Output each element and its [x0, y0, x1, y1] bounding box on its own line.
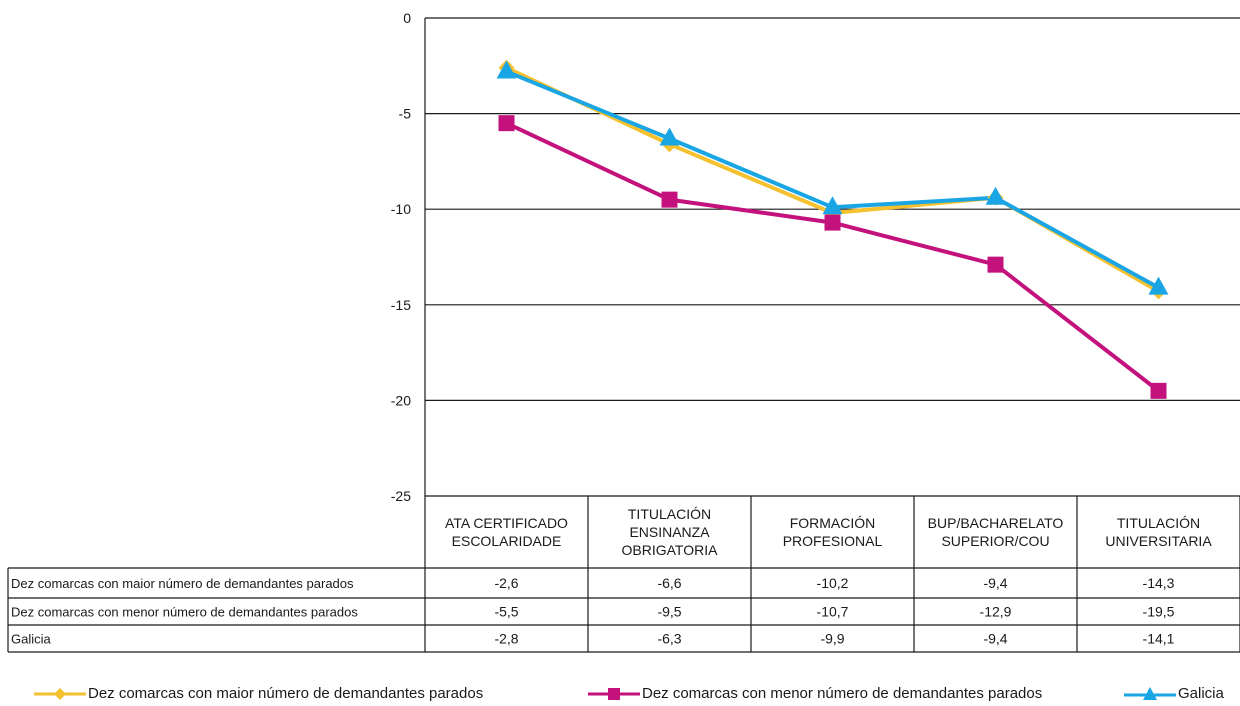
- legend-item-galicia: Galicia: [1124, 685, 1224, 702]
- x-category-label: UNIVERSITARIA: [1105, 533, 1212, 549]
- diamond-marker-icon: [34, 687, 86, 700]
- series-line: [505, 69, 1160, 290]
- y-tick-label: -25: [391, 488, 411, 504]
- x-category-label: ATA CERTIFICADO: [445, 515, 568, 531]
- data-table: ATA CERTIFICADO ESCOLARIDADE TITULACIÓN ENS…: [7, 496, 1240, 653]
- legend: Dez comarcas con maior número de demanda…: [0, 683, 1240, 706]
- table-cell: -14,3: [1143, 575, 1175, 591]
- line-chart: 0 -5 -10 -15 -20 -25 ATA CERTIFICADO ESCOLARID…: [7, 10, 1240, 653]
- x-category-label: TITULACIÓN: [628, 506, 711, 522]
- table-cell: -9,4: [983, 575, 1007, 591]
- data-point: [985, 186, 1006, 205]
- table-cell: -9,5: [657, 604, 681, 620]
- x-category-label: ESCOLARIDADE: [452, 533, 562, 549]
- table-cell: -5,5: [494, 604, 518, 620]
- data-point: [1150, 382, 1167, 399]
- table-row-label: Dez comarcas con maior número de demanda…: [11, 576, 354, 591]
- series-line: [505, 121, 1160, 393]
- data-point: [1148, 276, 1169, 295]
- square-marker-icon: [588, 687, 640, 700]
- x-category-label: SUPERIOR/COU: [941, 533, 1049, 549]
- legend-label: Dez comarcas con menor número de demanda…: [642, 685, 1043, 702]
- legend-label: Galicia: [1178, 685, 1224, 702]
- table-cell: -2,8: [494, 631, 518, 647]
- triangle-marker-icon: [1124, 686, 1176, 700]
- table-cell: -14,1: [1143, 631, 1175, 647]
- table-cell: -19,5: [1143, 604, 1175, 620]
- data-point: [822, 196, 843, 215]
- legend-item-menor: Dez comarcas con menor número de demanda…: [588, 685, 1042, 702]
- x-category-label: BUP/BACHARELATO: [928, 515, 1064, 531]
- table-row-label: Galicia: [11, 632, 52, 647]
- data-point: [659, 127, 680, 146]
- table-cell: -9,9: [820, 631, 844, 647]
- y-tick-label: -15: [391, 297, 411, 313]
- data-point: [661, 191, 678, 208]
- y-tick-label: -20: [391, 392, 411, 408]
- x-category-label: PROFESIONAL: [783, 533, 883, 549]
- x-category-label: TITULACIÓN: [1117, 515, 1200, 531]
- data-point: [987, 256, 1004, 273]
- y-axis-ticks: 0 -5 -10 -15 -20 -25: [391, 10, 411, 504]
- data-point: [496, 60, 517, 79]
- x-category-label: OBRIGATORIA: [622, 542, 719, 558]
- data-point: [824, 214, 841, 231]
- y-tick-label: -5: [399, 106, 412, 122]
- data-point: [498, 115, 515, 132]
- series-line: [505, 65, 1160, 294]
- table-cell: -9,4: [983, 631, 1007, 647]
- series-lines: [496, 59, 1169, 399]
- table-row-label: Dez comarcas con menor número de demanda…: [11, 605, 358, 620]
- y-tick-label: -10: [391, 201, 411, 217]
- legend-item-maior: Dez comarcas con maior número de demanda…: [34, 685, 483, 702]
- legend-label: Dez comarcas con maior número de demanda…: [88, 685, 484, 702]
- table-cell: -12,9: [980, 604, 1012, 620]
- y-tick-label: 0: [403, 10, 411, 26]
- table-cell: -2,6: [494, 575, 518, 591]
- x-category-label: FORMACIÓN: [790, 515, 876, 531]
- table-cell: -6,3: [657, 631, 681, 647]
- table-cell: -10,7: [817, 604, 849, 620]
- table-cell: -10,2: [817, 575, 849, 591]
- x-category-label: ENSINANZA: [629, 524, 710, 540]
- table-cell: -6,6: [657, 575, 681, 591]
